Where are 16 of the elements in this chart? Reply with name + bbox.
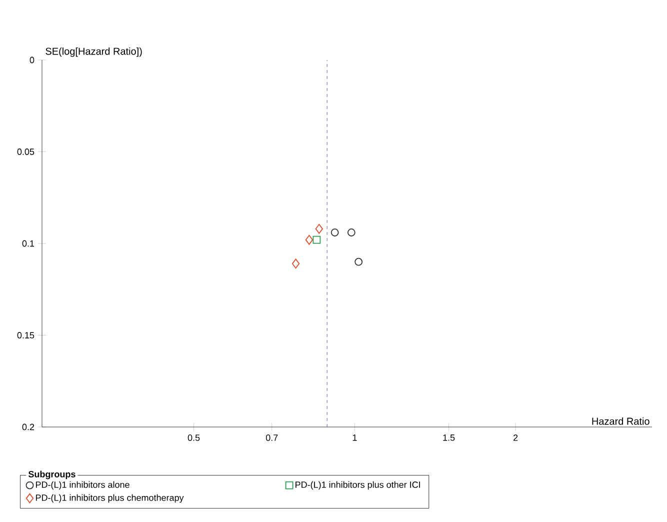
x-tick-label: 2 bbox=[513, 434, 518, 441]
legend-label: PD-(L)1 inhibitors plus other ICI bbox=[296, 481, 420, 490]
y-tick-label: 0.1 bbox=[22, 240, 34, 247]
x-tick-label: 0.7 bbox=[266, 434, 278, 441]
legend-label: PD-(L)1 inhibitors plus chemotherapy bbox=[36, 494, 184, 503]
x-axis-title: Hazard Ratio bbox=[592, 417, 650, 425]
y-tick-label: 0.05 bbox=[17, 148, 34, 155]
x-tick-label: 1 bbox=[352, 434, 357, 441]
y-tick-label: 0.2 bbox=[22, 424, 34, 430]
x-tick-label: 1.5 bbox=[443, 434, 455, 441]
y-axis-title: SE(log[Hazard Ratio]) bbox=[46, 47, 142, 57]
y-tick-label: 0.15 bbox=[17, 332, 34, 338]
legend-label: PD-(L)1 inhibitors alone bbox=[36, 481, 130, 490]
legend-title: Subgroups bbox=[28, 470, 76, 480]
x-tick-label: 0.5 bbox=[188, 434, 200, 441]
y-tick-label: 0 bbox=[30, 56, 34, 64]
